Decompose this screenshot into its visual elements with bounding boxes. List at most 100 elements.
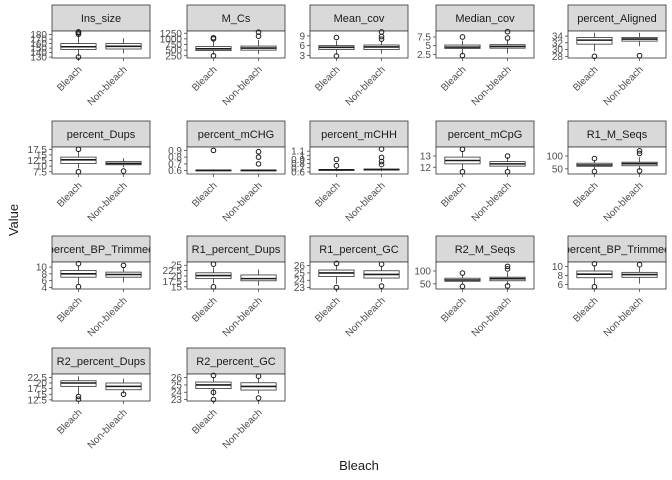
- y-tick-label: 10: [36, 263, 48, 274]
- facet-strip: [51, 4, 151, 32]
- y-tick-label: 0.8: [168, 153, 182, 164]
- outlier-point: [255, 154, 262, 160]
- facet-strip: [435, 235, 535, 263]
- x-tick-label: Bleach: [55, 407, 84, 436]
- y-tick-label: 0.9: [291, 155, 305, 166]
- y-tick-label: 7.5: [33, 167, 47, 178]
- outlier-point: [75, 283, 82, 290]
- x-tick-label: Bleach: [190, 407, 219, 436]
- y-tick-label: 100: [414, 267, 431, 278]
- x-tick-label: Non-bleach: [602, 64, 646, 108]
- facet-strip: [186, 235, 286, 263]
- y-tick-label: 20: [36, 379, 48, 390]
- facet-strip: [435, 120, 535, 148]
- outlier-point: [255, 29, 262, 35]
- facet-title: M_Cs: [222, 13, 251, 25]
- x-tick-label: Non-bleach: [470, 295, 514, 339]
- plot-area: [186, 30, 286, 59]
- x-tick-label: Non-bleach: [470, 64, 514, 108]
- y-tick-label: 50: [420, 279, 432, 290]
- outlier-point: [504, 153, 511, 159]
- plot-area: [567, 146, 667, 175]
- facet-title: percent_Dups: [67, 129, 136, 141]
- x-tick-label: Bleach: [190, 64, 219, 93]
- facet-panel: Median_cov 2.557.5 Bleach Non-bleach: [417, 4, 535, 108]
- y-tick-label: 1: [299, 151, 305, 162]
- y-tick-label: 25: [171, 261, 183, 272]
- outlier-point: [636, 261, 643, 268]
- y-tick-label: 20: [171, 272, 183, 283]
- y-tick-label: 25: [171, 380, 183, 391]
- outlier-point: [378, 154, 385, 161]
- facet-strip: [309, 120, 409, 148]
- y-tick-label: 17.5: [28, 145, 48, 156]
- outlier-point: [75, 146, 82, 153]
- outlier-point: [636, 52, 643, 59]
- facet-title: R1_percent_Dups: [192, 244, 281, 256]
- facet-strip: [186, 347, 286, 375]
- outlier-point: [459, 270, 466, 276]
- facet-title: percent_mCHH: [321, 129, 397, 141]
- facet-strip: [567, 120, 667, 148]
- y-tick-label: 10: [36, 162, 48, 173]
- outlier-point: [210, 389, 217, 396]
- outlier-point: [636, 168, 643, 174]
- y-tick-label: 23: [294, 283, 306, 294]
- outlier-point: [378, 283, 385, 289]
- y-tick-label: 24: [294, 276, 306, 287]
- facet-title: percent_mCHG: [198, 129, 274, 141]
- facet-title: percent_mCpG: [448, 129, 523, 141]
- facet-strip: [51, 235, 151, 263]
- outlier-point: [210, 34, 217, 41]
- y-tick-label: 500: [165, 46, 182, 57]
- y-tick-label: 15: [36, 150, 48, 161]
- outlier-point: [378, 161, 385, 168]
- y-tick-label: 0.9: [168, 146, 182, 157]
- y-tick-label: 250: [165, 51, 182, 62]
- y-tick-label: 180: [30, 30, 47, 41]
- facet-strip: [435, 4, 535, 32]
- facet-title: R2_percent_GC: [196, 356, 276, 368]
- y-tick-label: 9: [299, 31, 305, 42]
- y-tick-label: 1000: [160, 34, 183, 45]
- x-tick-label: Bleach: [313, 295, 342, 324]
- y-tick-label: 100: [546, 152, 563, 163]
- y-tick-label: 15: [171, 282, 183, 293]
- facet-strip: [309, 235, 409, 263]
- x-tick-label: Non-bleach: [221, 407, 265, 451]
- x-tick-label: Non-bleach: [344, 295, 388, 339]
- y-tick-label: 160: [30, 39, 47, 50]
- y-tick-label: 140: [30, 48, 47, 59]
- y-tick-label: 22.5: [28, 373, 48, 384]
- x-tick-label: Bleach: [55, 180, 84, 209]
- facet-title: percent_BP_Trimmed: [48, 244, 155, 256]
- outlier-point: [75, 393, 82, 400]
- y-tick-label: 8: [41, 269, 47, 280]
- y-tick-label: 50: [552, 164, 564, 175]
- facet-strip: [309, 4, 409, 32]
- outlier-point: [210, 372, 217, 379]
- outlier-point: [591, 155, 598, 162]
- outlier-point: [459, 146, 466, 153]
- facet-title: percent_BP_Trimmed: [564, 244, 671, 256]
- y-tick-label: 0.8: [291, 159, 305, 170]
- y-tick-label: 25: [294, 268, 306, 279]
- y-tick-label: 15: [36, 390, 48, 401]
- y-tick-label: 3: [299, 51, 305, 62]
- outlier-point: [378, 36, 385, 42]
- facet-panel: percent_mCHG 0.60.70.80.9 Bleach Non-bleach: [168, 120, 286, 224]
- outlier-point: [210, 147, 217, 154]
- outlier-point: [255, 395, 262, 401]
- outlier-point: [504, 263, 511, 270]
- outlier-point: [120, 262, 127, 269]
- y-tick-label: 22.5: [163, 266, 183, 277]
- facet-panel: percent_mCHH 0.60.70.80.911.1 Bleach Non-bl…: [291, 120, 409, 224]
- outlier-point: [255, 161, 262, 167]
